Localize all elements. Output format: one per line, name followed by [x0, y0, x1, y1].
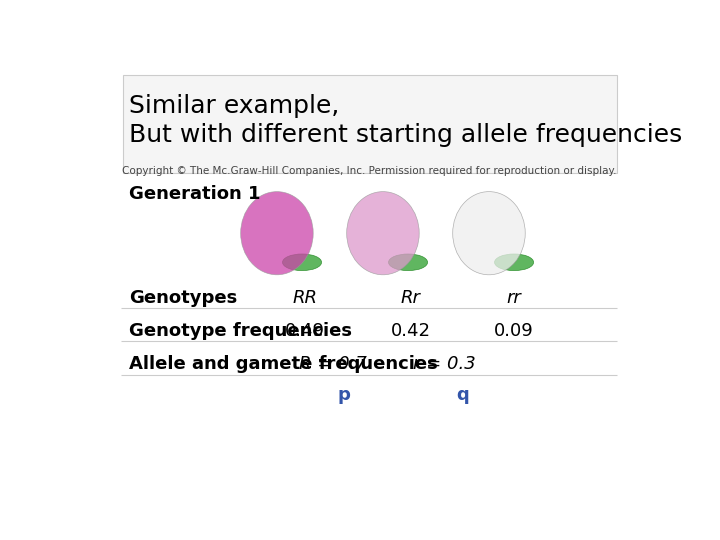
Ellipse shape	[240, 192, 313, 275]
Text: 0.42: 0.42	[391, 322, 431, 340]
Text: Genotype frequencies: Genotype frequencies	[129, 322, 352, 340]
Ellipse shape	[282, 254, 322, 271]
Text: p: p	[338, 386, 351, 404]
Text: RR: RR	[292, 289, 318, 307]
Ellipse shape	[389, 254, 428, 271]
Ellipse shape	[495, 254, 534, 271]
Text: But with different starting allele frequencies: But with different starting allele frequ…	[129, 123, 683, 147]
FancyBboxPatch shape	[124, 75, 617, 173]
Ellipse shape	[347, 192, 419, 275]
Text: Generation 1: Generation 1	[129, 185, 261, 202]
Text: Allele and gamete frequencies: Allele and gamete frequencies	[129, 355, 438, 373]
Text: 0.49: 0.49	[285, 322, 325, 340]
Text: r = 0.3: r = 0.3	[413, 355, 476, 373]
Text: Similar example,: Similar example,	[129, 94, 339, 118]
Text: Copyright © The Mc.Graw-Hill Companies, Inc. Permission required for reproductio: Copyright © The Mc.Graw-Hill Companies, …	[122, 166, 616, 176]
Text: Rr: Rr	[401, 289, 420, 307]
Text: rr: rr	[507, 289, 521, 307]
Text: 0.09: 0.09	[494, 322, 534, 340]
Text: Genotypes: Genotypes	[129, 289, 238, 307]
Ellipse shape	[453, 192, 526, 275]
Text: q: q	[456, 386, 469, 404]
Text: R = 0.7: R = 0.7	[299, 355, 366, 373]
